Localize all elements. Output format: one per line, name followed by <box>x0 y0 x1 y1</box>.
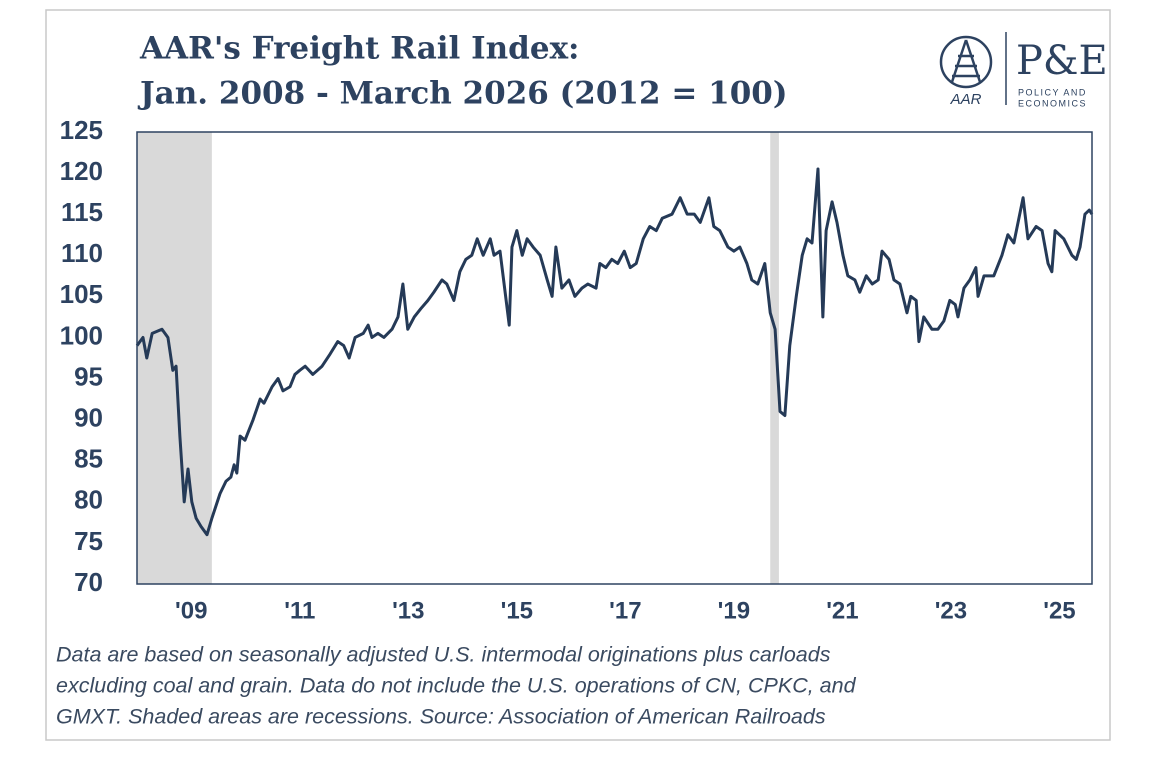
pe-text: P&E <box>1016 38 1108 84</box>
aar-text: AAR <box>950 91 982 108</box>
x-tick-label: '15 <box>501 597 533 624</box>
y-tick-label: 110 <box>61 238 103 268</box>
y-tick-label: 105 <box>60 279 103 309</box>
y-tick-label: 80 <box>74 485 103 515</box>
x-tick-label: '21 <box>826 597 858 624</box>
y-tick-label: 100 <box>60 320 103 350</box>
logo-ring <box>939 35 993 89</box>
chart-title-line: AAR's Freight Rail Index: <box>139 31 580 67</box>
recession-band <box>137 132 212 584</box>
chart-title-line: Jan. 2008 - March 2026 (2012 = 100) <box>137 76 788 112</box>
logo-track <box>950 39 982 83</box>
aar-logo: AAR <box>939 35 993 108</box>
x-tick-label: '13 <box>392 597 424 624</box>
footnote-line: GMXT. Shaded areas are recessions. Sourc… <box>56 705 826 729</box>
y-tick-label: 70 <box>74 567 103 597</box>
y-tick-label: 120 <box>60 156 103 186</box>
x-tick-label: '17 <box>609 597 641 624</box>
x-tick-label: '11 <box>284 597 315 624</box>
pe-sub: POLICY AND <box>1018 87 1087 97</box>
recession-band <box>770 132 779 584</box>
x-tick-label: '23 <box>935 597 967 624</box>
x-tick-label: '25 <box>1043 597 1075 624</box>
footnote-line: excluding coal and grain. Data do not in… <box>56 674 857 698</box>
pe-sub: ECONOMICS <box>1018 98 1087 108</box>
y-tick-label: 90 <box>74 403 103 433</box>
series-line <box>135 167 1094 537</box>
footnote-line: Data are based on seasonally adjusted U.… <box>56 643 831 667</box>
y-tick-label: 95 <box>74 361 103 391</box>
plot-frame <box>136 131 1093 585</box>
y-tick-label: 75 <box>74 526 103 556</box>
y-tick-label: 115 <box>61 197 103 227</box>
y-tick-label: 85 <box>74 444 103 474</box>
x-tick-label: '09 <box>175 597 207 624</box>
x-tick-label: '19 <box>718 597 750 624</box>
y-tick-label: 125 <box>60 115 103 145</box>
